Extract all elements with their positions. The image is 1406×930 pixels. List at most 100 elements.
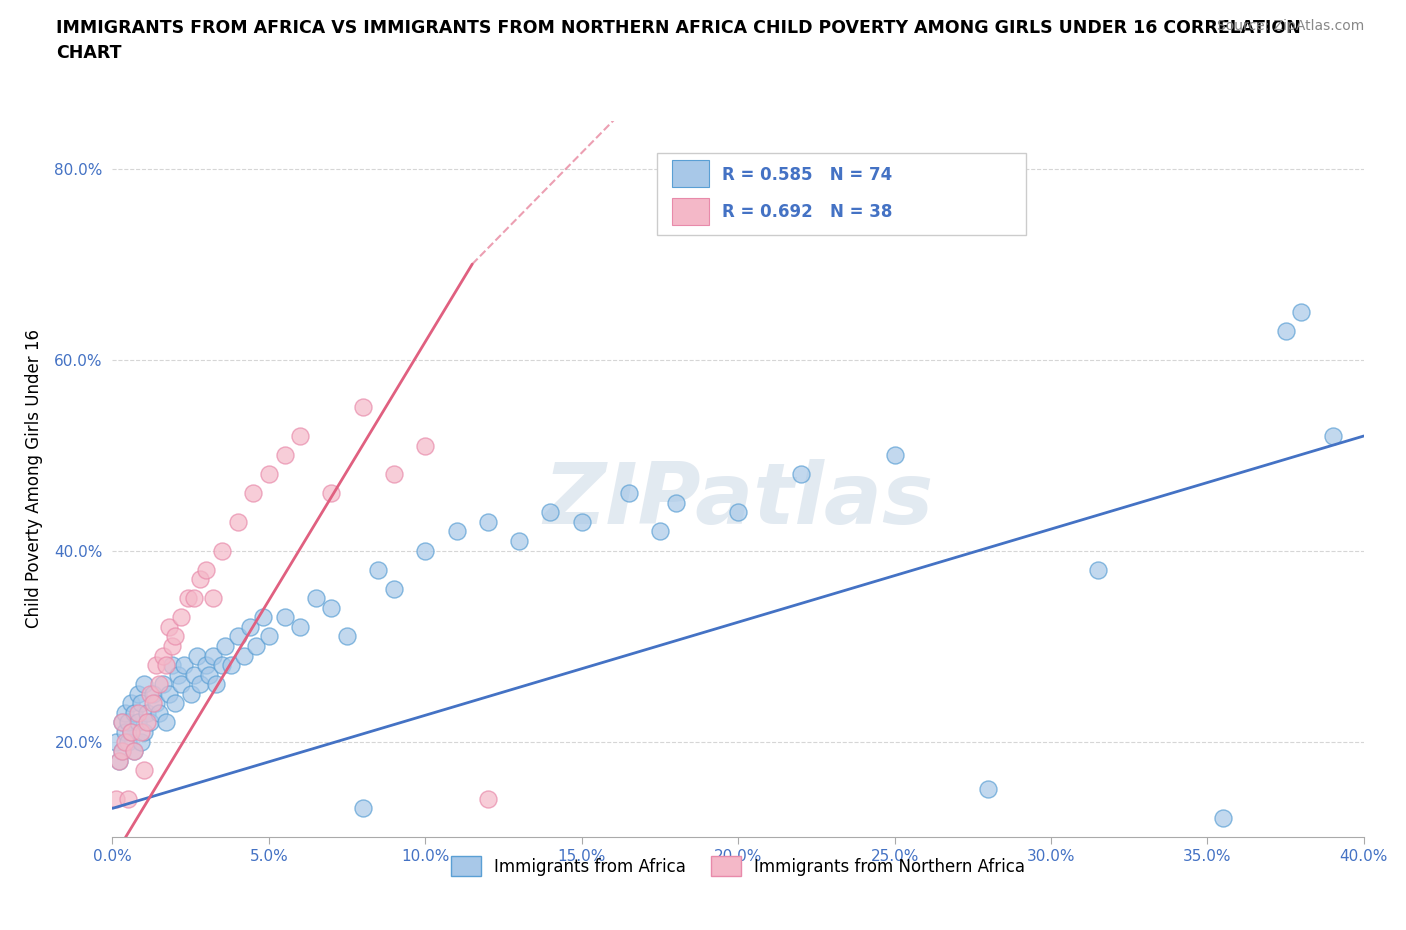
Point	[117, 715, 139, 730]
Point	[415, 543, 437, 558]
Point	[107, 753, 129, 768]
Point	[245, 639, 267, 654]
Point	[135, 706, 157, 721]
Point	[160, 658, 183, 672]
Point	[790, 467, 813, 482]
Point	[157, 686, 180, 701]
Point	[508, 534, 530, 549]
Point	[664, 496, 686, 511]
Point	[290, 619, 312, 634]
Point	[1087, 563, 1109, 578]
Point	[183, 667, 205, 682]
Point	[120, 724, 142, 739]
Point	[139, 715, 162, 730]
Point	[352, 400, 374, 415]
Text: Source: ZipAtlas.com: Source: ZipAtlas.com	[1216, 19, 1364, 33]
Point	[477, 791, 499, 806]
Point	[163, 696, 186, 711]
Y-axis label: Child Poverty Among Girls Under 16: Child Poverty Among Girls Under 16	[25, 329, 44, 629]
Point	[157, 619, 180, 634]
Point	[120, 724, 142, 739]
Point	[226, 629, 249, 644]
Point	[415, 438, 437, 453]
Point	[336, 629, 359, 644]
Point	[239, 619, 262, 634]
Point	[129, 724, 152, 739]
Point	[321, 485, 343, 500]
Point	[127, 715, 149, 730]
Point	[727, 505, 749, 520]
Point	[104, 791, 127, 806]
Text: ZIPatlas: ZIPatlas	[543, 458, 934, 542]
Point	[155, 715, 177, 730]
Point	[201, 591, 224, 605]
Point	[176, 591, 198, 605]
Point	[201, 648, 224, 663]
Point	[273, 447, 295, 462]
Point	[127, 706, 149, 721]
Point	[152, 677, 174, 692]
Point	[446, 524, 468, 538]
Point	[211, 658, 233, 672]
Point	[648, 524, 671, 538]
Point	[107, 753, 129, 768]
Point	[170, 610, 193, 625]
Point	[129, 696, 152, 711]
Point	[114, 706, 136, 721]
Point	[183, 591, 205, 605]
Point	[232, 648, 254, 663]
Point	[145, 658, 167, 672]
Point	[242, 485, 264, 500]
Point	[186, 648, 208, 663]
Point	[188, 677, 211, 692]
FancyBboxPatch shape	[657, 153, 1026, 235]
Point	[117, 791, 139, 806]
Text: IMMIGRANTS FROM AFRICA VS IMMIGRANTS FROM NORTHERN AFRICA CHILD POVERTY AMONG GI: IMMIGRANTS FROM AFRICA VS IMMIGRANTS FRO…	[56, 19, 1301, 61]
Point	[117, 734, 139, 749]
Point	[163, 629, 186, 644]
Point	[257, 629, 280, 644]
Point	[142, 686, 165, 701]
Point	[617, 485, 640, 500]
Point	[1212, 810, 1234, 825]
Point	[120, 696, 142, 711]
Point	[977, 782, 1000, 797]
Point	[257, 467, 280, 482]
Point	[1322, 429, 1344, 444]
Point	[111, 744, 134, 759]
Point	[135, 715, 157, 730]
Point	[477, 514, 499, 529]
Point	[195, 658, 218, 672]
Text: R = 0.692   N = 38: R = 0.692 N = 38	[721, 203, 893, 220]
Point	[124, 744, 146, 759]
Point	[104, 734, 127, 749]
Point	[198, 667, 221, 682]
Point	[180, 686, 202, 701]
Point	[111, 715, 134, 730]
Point	[273, 610, 295, 625]
Point	[132, 763, 155, 777]
Point	[170, 677, 193, 692]
Point	[142, 696, 165, 711]
Point	[114, 734, 136, 749]
Point	[111, 744, 134, 759]
Point	[204, 677, 226, 692]
Point	[148, 706, 170, 721]
Point	[139, 686, 162, 701]
Point	[305, 591, 328, 605]
Point	[540, 505, 562, 520]
Point	[382, 581, 405, 596]
Point	[167, 667, 190, 682]
Point	[252, 610, 274, 625]
Point	[132, 677, 155, 692]
Point	[195, 563, 218, 578]
Point	[124, 706, 146, 721]
Point	[571, 514, 593, 529]
Point	[1274, 324, 1296, 339]
Point	[188, 572, 211, 587]
Point	[148, 677, 170, 692]
Point	[214, 639, 236, 654]
Point	[1291, 304, 1313, 319]
Point	[211, 543, 233, 558]
Point	[129, 734, 152, 749]
